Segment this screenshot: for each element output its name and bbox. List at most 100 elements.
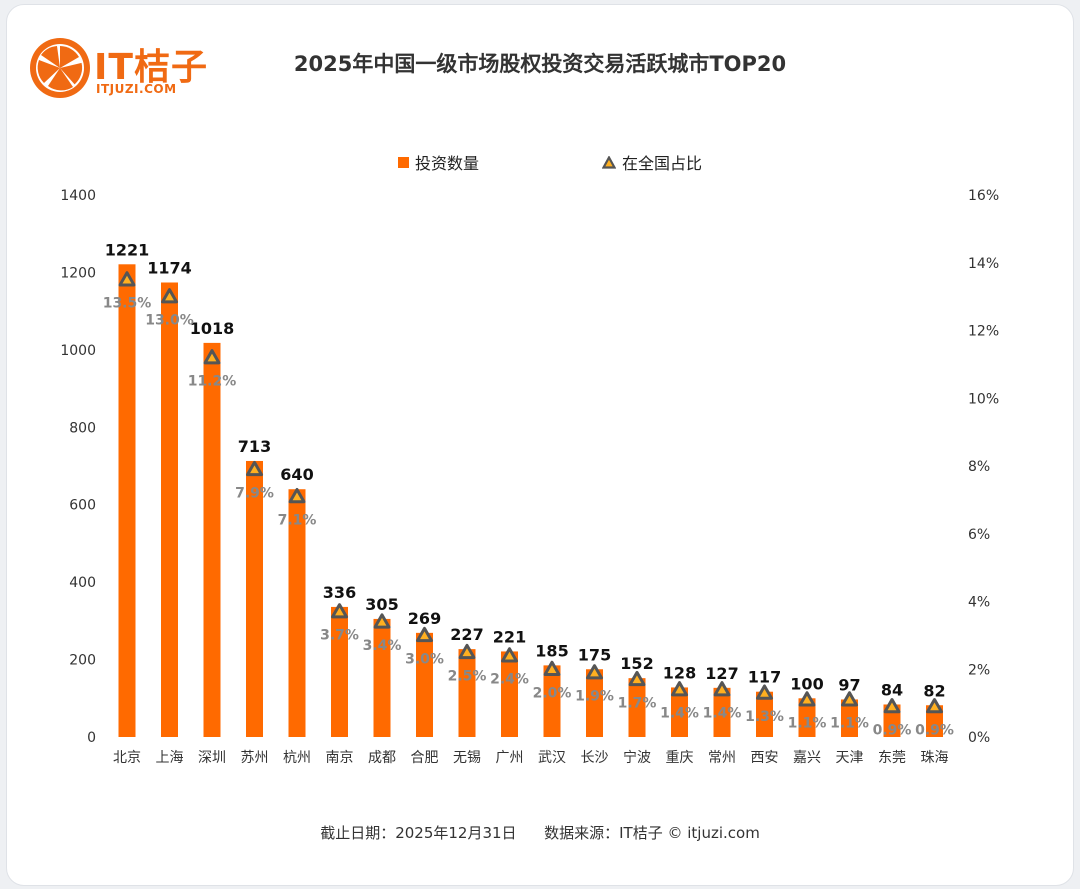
percent-label: 11.2% [188,374,237,390]
category-label: 广州 [496,750,524,766]
bar-value-label: 221 [493,627,526,646]
percent-label: 2.4% [490,672,529,688]
legend-marker-label: 在全国占比 [622,154,703,173]
right-tick-label: 10% [968,391,999,407]
footer-date: 截止日期：2025年12月31日 [320,824,517,842]
bar-value-label: 100 [790,674,823,693]
percent-label: 7.1% [278,512,317,528]
right-tick-label: 6% [968,527,990,543]
bar [331,606,348,737]
bar-value-label: 128 [663,663,696,682]
share-marker [798,691,816,707]
category-label: 杭州 [283,750,311,766]
category-label: 苏州 [241,750,269,766]
bars-group [118,264,943,737]
right-tick-label: 8% [968,459,990,475]
bar [373,618,391,737]
x-axis-labels: 北京 上海 深圳 苏州 杭州 南京 成都 合肥 无锡 广州 武汉 长沙 宁波 重庆 常州 西安 嘉兴 天津 东莞 珠海 [113,749,949,766]
category-label: 无锡 [453,750,481,766]
category-label: 天津 [836,750,864,766]
category-label: 成都 [368,750,396,766]
bar [246,460,263,737]
left-tick-label: 600 [69,498,96,514]
category-label: 武汉 [538,750,566,766]
bar-value-label: 84 [881,680,903,699]
chart-card [6,4,1074,886]
bar-value-label: 336 [323,583,356,602]
bar-value-label: 713 [238,437,271,456]
share-marker [586,664,603,680]
orange-logo-icon [30,38,90,98]
category-label: 嘉兴 [793,750,821,766]
category-label: 宁波 [623,749,651,766]
percent-label: 3.0% [405,651,444,667]
chart-legend: 投资数量 在全国占比 [0,150,1080,174]
bar [501,651,518,737]
share-marker [118,271,136,287]
bar-value-label: 305 [365,595,398,614]
bar-value-label: 152 [620,654,653,673]
right-tick-label: 14% [968,256,999,272]
percent-label: 0.9% [915,723,954,739]
left-tick-label: 1400 [60,188,96,204]
percent-label: 1.4% [703,706,742,722]
category-label: 合肥 [411,750,439,766]
category-label: 南京 [326,750,354,766]
percent-label: 1.9% [575,689,614,705]
share-marker [416,626,433,643]
category-label: 北京 [113,750,141,766]
percent-labels-group: 13.5%13.0%11.2%7.9%7.1%3.7%3.4%3.0%2.5% 2… [103,296,954,739]
chart-footer: 截止日期：2025年12月31日 数据来源：IT桔子 © itjuzi.com [0,822,1080,843]
bar-value-label: 640 [280,465,313,484]
brand-url: ITJUZI.COM [96,82,177,96]
category-label: 珠海 [921,750,949,766]
markers-group [118,271,943,714]
bar [628,678,646,737]
footer-source: 数据来源：IT桔子 © itjuzi.com [544,824,760,842]
share-marker [161,288,178,304]
share-marker [246,460,263,477]
share-marker [458,643,476,660]
category-label: 西安 [751,750,779,766]
chart-title: 2025年中国一级市场股权投资交易活跃城市TOP20 [293,52,787,76]
bar [458,649,476,737]
percent-label: 0.9% [873,723,912,739]
legend-item-marker: 在全国占比 [602,150,702,174]
share-marker [288,487,306,504]
bar-value-label: 82 [923,681,945,700]
left-axis: 0 200 400 600 800 1000 1200 1400 [60,188,96,746]
legend-item-bar: 投资数量 [398,150,479,174]
percent-label: 13.5% [103,296,152,312]
bar [756,691,773,737]
bar-value-label: 127 [705,664,738,683]
share-marker [671,681,688,697]
bar-value-label: 1018 [190,319,235,338]
left-tick-label: 0 [87,730,96,746]
right-tick-label: 4% [968,595,990,611]
bar [203,342,221,737]
bar [118,264,136,737]
bar-value-label: 269 [408,609,441,628]
share-marker [331,603,348,619]
share-marker [203,349,221,365]
share-marker [501,647,518,663]
share-marker [713,681,731,697]
brand-logo [28,36,218,100]
share-marker [373,613,391,629]
category-label: 上海 [156,750,184,766]
left-tick-label: 1000 [60,343,96,359]
right-tick-label: 0% [968,730,990,746]
left-tick-label: 200 [69,653,96,669]
bar [161,282,178,737]
percent-label: 2.5% [448,668,487,684]
percent-label: 1.7% [618,695,657,711]
brand-name: IT桔子 [94,47,208,88]
bar-value-label: 1174 [147,258,192,277]
percent-label: 2.0% [533,685,572,701]
bar [416,632,433,737]
percent-label: 13.0% [145,313,194,329]
bar [543,665,561,737]
category-label: 东莞 [878,750,906,766]
